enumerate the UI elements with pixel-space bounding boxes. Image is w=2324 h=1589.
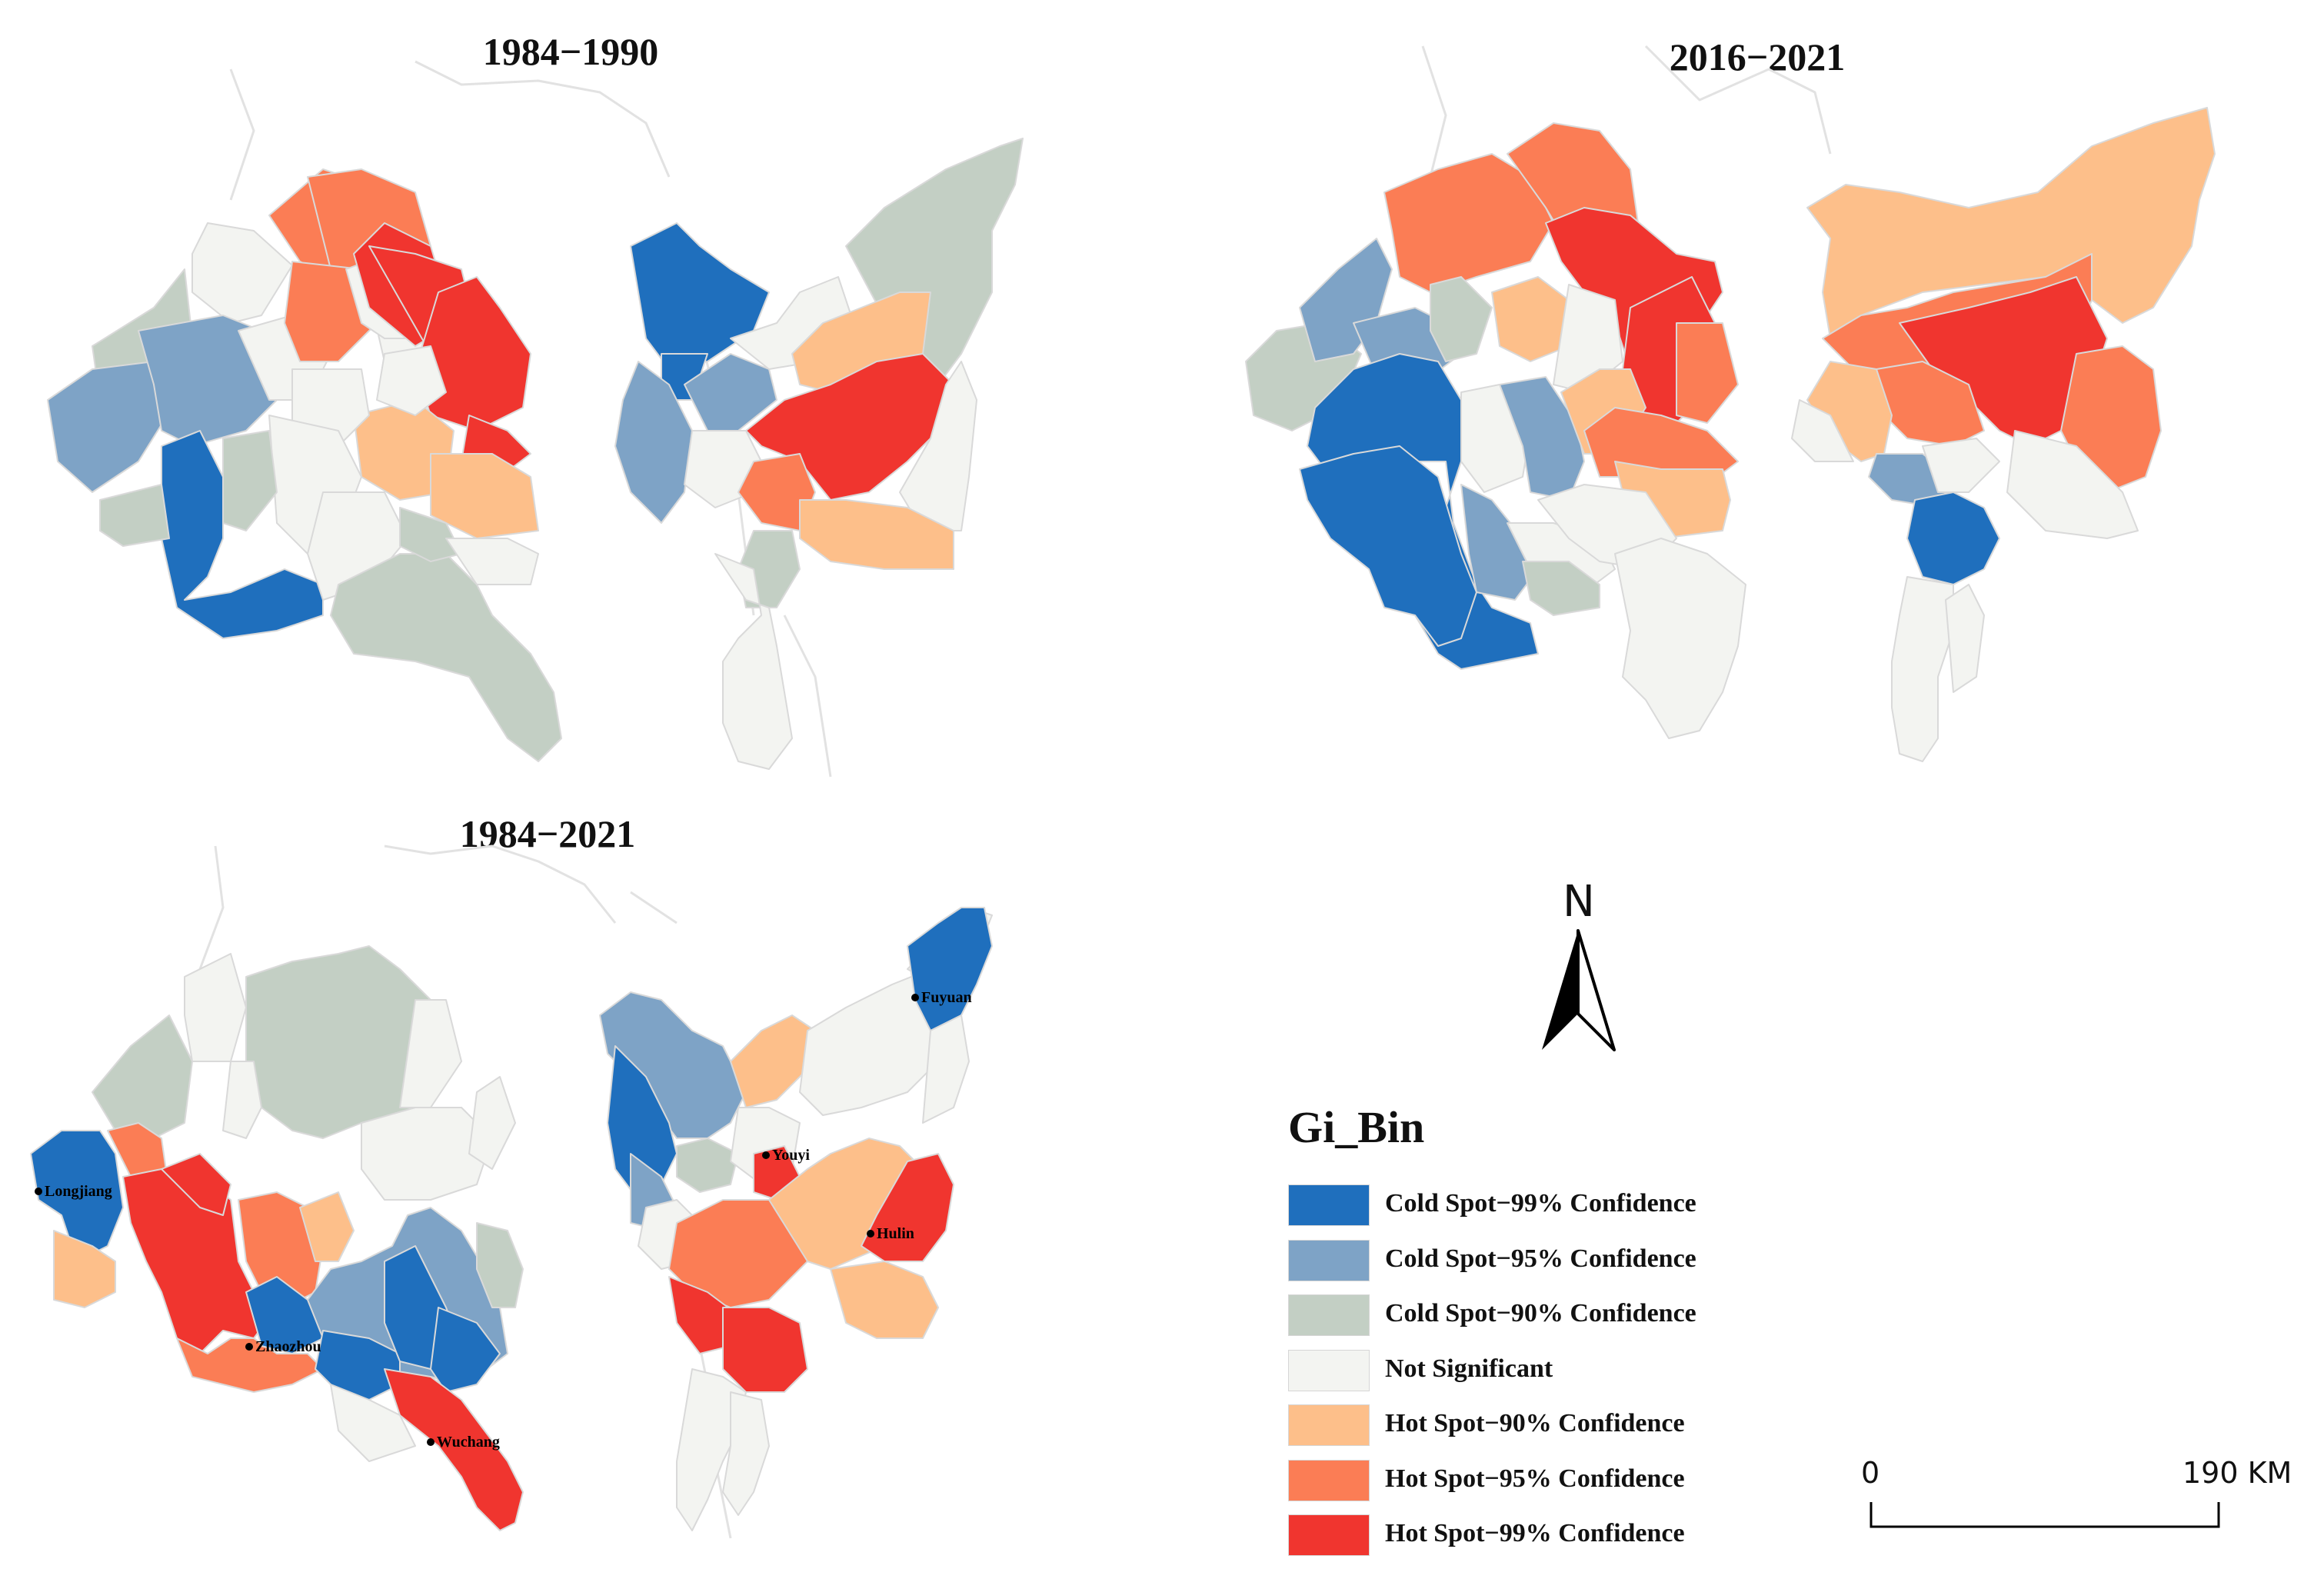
legend-label: Hot Spot−95% Confidence (1385, 1464, 1685, 1493)
city-dot-fuyuan (911, 994, 919, 1001)
map-title-1984-2021: 1984−2021 (459, 812, 636, 855)
city-dot-wuchang (427, 1438, 435, 1446)
legend-item: Hot Spot−90% Confidence (1288, 1404, 1826, 1447)
map-1984-1990 (47, 60, 1024, 778)
legend-swatch (1288, 1294, 1370, 1336)
legend-label: Hot Spot−99% Confidence (1385, 1519, 1685, 1547)
scale-end-label: 190 KM (2182, 1456, 2292, 1490)
legend-item: Cold Spot−99% Confidence (1288, 1184, 1826, 1228)
city-dot-youyi (762, 1151, 770, 1159)
city-label-hulin: Hulin (877, 1225, 914, 1242)
north-arrow-icon (1542, 929, 1616, 1051)
legend-item: Not Significant (1288, 1349, 1826, 1393)
city-markers: Longjiang Zhaozhou Wuchang Fuyuan Youyi … (35, 989, 972, 1451)
legend-swatch (1288, 1184, 1370, 1226)
city-dot-zhaozhou (245, 1343, 253, 1351)
map-title-2016-2021: 2016−2021 (1669, 35, 1846, 78)
legend-swatch (1288, 1239, 1370, 1281)
city-label-longjiang: Longjiang (45, 1183, 112, 1200)
legend-label: Not Significant (1385, 1354, 1553, 1383)
city-label-wuchang: Wuchang (437, 1434, 500, 1451)
north-label: N (1563, 877, 1595, 927)
map-1984-2021: Longjiang Zhaozhou Wuchang Fuyuan Youyi … (30, 844, 993, 1539)
map-2016-2021 (1245, 45, 2216, 762)
legend-label: Cold Spot−90% Confidence (1385, 1299, 1696, 1327)
legend-label: Cold Spot−95% Confidence (1385, 1244, 1696, 1273)
legend-item: Hot Spot−95% Confidence (1288, 1459, 1826, 1503)
city-label-zhaozhou: Zhaozhou (255, 1338, 321, 1355)
legend-item: Cold Spot−90% Confidence (1288, 1294, 1826, 1337)
legend-label: Hot Spot−90% Confidence (1385, 1409, 1685, 1437)
scale-start-label: 0 (1861, 1456, 1880, 1490)
legend-swatch (1288, 1404, 1370, 1446)
legend-swatch (1288, 1459, 1370, 1501)
city-label-fuyuan: Fuyuan (921, 989, 972, 1006)
legend-item: Cold Spot−95% Confidence (1288, 1239, 1826, 1283)
legend-title: Gi_Bin (1288, 1102, 1425, 1152)
city-dot-hulin (867, 1230, 874, 1238)
scale-bar (1870, 1502, 2220, 1528)
city-label-youyi: Youyi (772, 1147, 810, 1164)
legend-label: Cold Spot−99% Confidence (1385, 1189, 1696, 1218)
legend-item: Hot Spot−99% Confidence (1288, 1514, 1826, 1557)
map-title-1984-1990: 1984−1990 (482, 30, 659, 73)
legend-swatch (1288, 1349, 1370, 1391)
city-dot-longjiang (35, 1188, 42, 1195)
legend-swatch (1288, 1514, 1370, 1556)
